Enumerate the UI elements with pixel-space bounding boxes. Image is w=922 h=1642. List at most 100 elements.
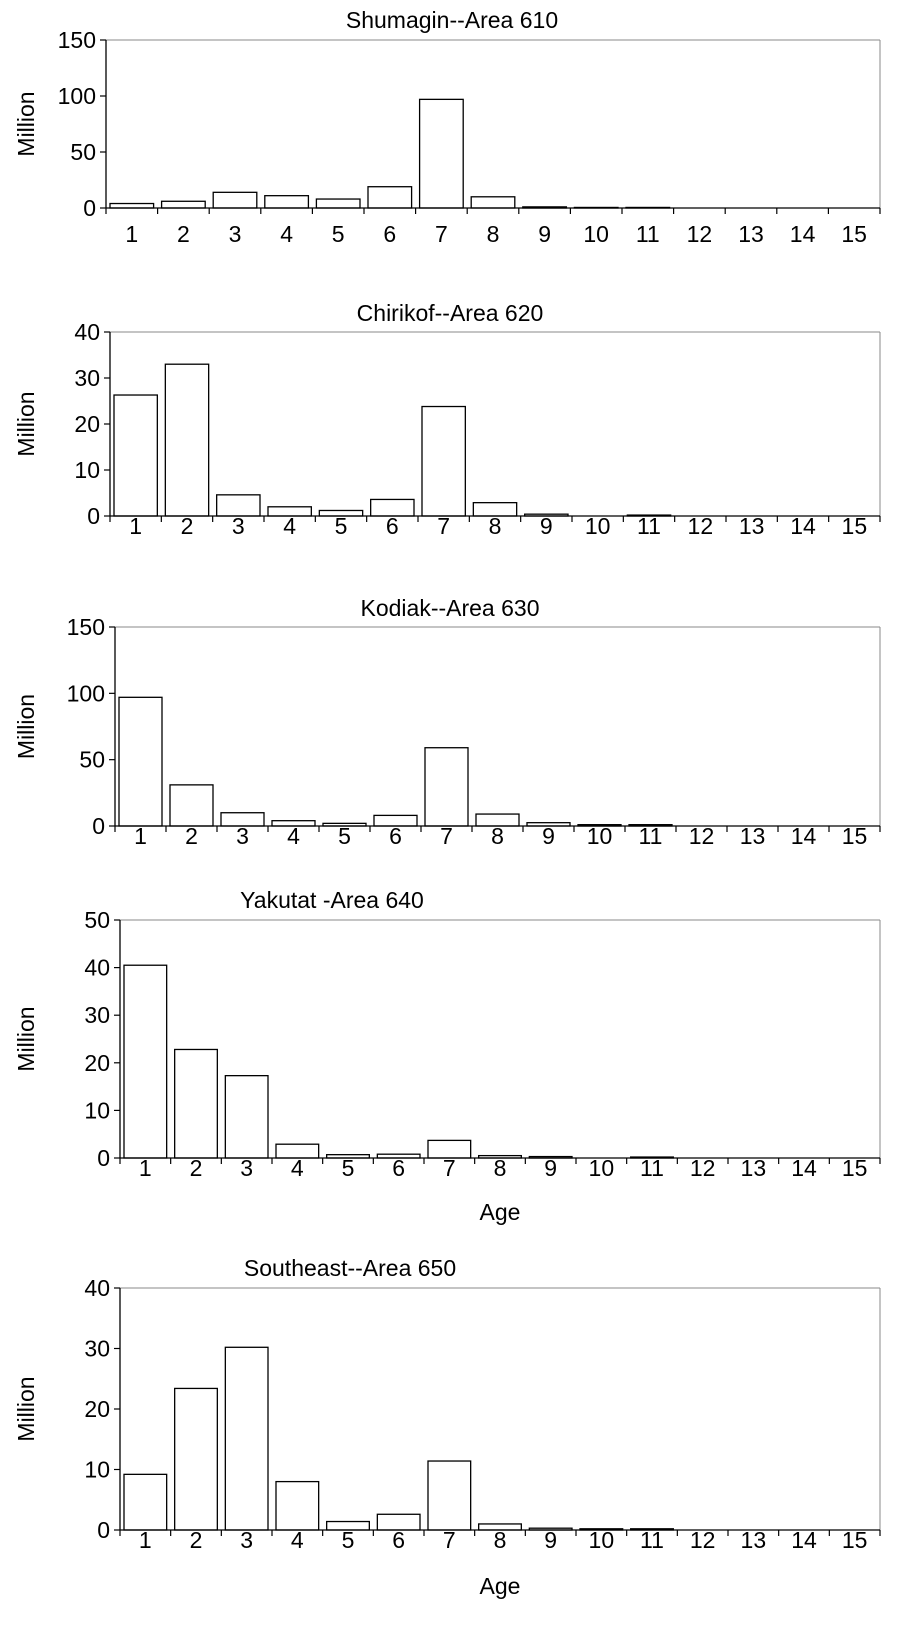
x-tick-label: 10 <box>583 221 609 247</box>
x-tick-label: 9 <box>538 221 551 247</box>
y-tick-label: 50 <box>79 747 105 773</box>
x-tick-label: 9 <box>544 1155 557 1181</box>
x-tick-label: 7 <box>437 513 450 539</box>
x-tick-label: 13 <box>741 1155 767 1181</box>
y-tick-label: 30 <box>84 1336 110 1362</box>
x-tick-label: 5 <box>342 1527 355 1553</box>
bar-7 <box>424 747 469 827</box>
bar-1 <box>123 1473 168 1531</box>
x-tick-label: 13 <box>741 1527 767 1553</box>
x-tick-label: 15 <box>842 1527 868 1553</box>
x-tick-label: 1 <box>139 1527 152 1553</box>
y-tick-label: 150 <box>58 27 96 53</box>
x-tick-label: 9 <box>544 1527 557 1553</box>
chart-title: Southeast--Area 650 <box>244 1255 456 1281</box>
y-tick-label: 20 <box>84 1396 110 1422</box>
x-tick-label: 10 <box>585 513 611 539</box>
x-tick-label: 8 <box>487 221 500 247</box>
x-tick-label: 12 <box>690 1155 716 1181</box>
x-tick-label: 3 <box>236 823 249 849</box>
x-tick-label: 8 <box>494 1155 507 1181</box>
x-tick-label: 10 <box>589 1155 615 1181</box>
x-tick-label: 14 <box>790 221 816 247</box>
x-tick-label: 5 <box>342 1155 355 1181</box>
x-tick-label: 15 <box>841 221 867 247</box>
bar-5 <box>315 198 361 209</box>
x-tick-label: 11 <box>639 823 663 849</box>
bar-4 <box>264 195 310 209</box>
x-tick-label: 15 <box>842 823 868 849</box>
x-tick-label: 14 <box>791 1155 817 1181</box>
x-tick-label: 2 <box>181 513 194 539</box>
x-axis-label: Age <box>480 1573 521 1599</box>
y-tick-label: 50 <box>70 139 96 165</box>
bar-2 <box>169 784 214 827</box>
x-tick-label: 12 <box>689 823 715 849</box>
x-tick-label: 13 <box>738 221 764 247</box>
y-tick-label: 10 <box>84 1457 110 1483</box>
y-tick-label: 0 <box>83 195 96 221</box>
x-tick-label: 5 <box>332 221 345 247</box>
bar-2 <box>164 363 210 517</box>
y-tick-label: 100 <box>58 83 96 109</box>
x-tick-label: 2 <box>177 221 190 247</box>
x-tick-label: 13 <box>739 513 765 539</box>
x-tick-label: 9 <box>540 513 553 539</box>
y-tick-label: 150 <box>67 614 105 640</box>
x-tick-label: 13 <box>740 823 766 849</box>
x-tick-label: 2 <box>185 823 198 849</box>
y-tick-label: 0 <box>97 1145 110 1171</box>
y-axis-label: Million <box>13 1006 39 1071</box>
x-tick-label: 6 <box>383 221 396 247</box>
bar-1 <box>109 202 155 209</box>
bar-3 <box>212 191 258 209</box>
x-tick-label: 15 <box>842 1155 868 1181</box>
x-tick-label: 12 <box>687 221 713 247</box>
y-tick-label: 0 <box>92 813 105 839</box>
x-tick-label: 10 <box>589 1527 615 1553</box>
x-tick-label: 6 <box>392 1155 405 1181</box>
y-axis-label: Million <box>13 91 39 156</box>
x-tick-label: 3 <box>240 1155 253 1181</box>
x-tick-label: 11 <box>637 513 661 539</box>
x-tick-label: 8 <box>494 1527 507 1553</box>
x-axis-label: Age <box>480 1199 521 1225</box>
bar-6 <box>367 186 413 209</box>
y-tick-label: 50 <box>84 907 110 933</box>
x-tick-label: 7 <box>443 1155 456 1181</box>
chart-title: Chirikof--Area 620 <box>357 300 544 326</box>
y-axis-label: Million <box>13 694 39 759</box>
chart-title: Yakutat -Area 640 <box>240 887 424 913</box>
x-tick-label: 4 <box>280 221 293 247</box>
y-tick-label: 10 <box>84 1097 110 1123</box>
x-tick-label: 9 <box>542 823 555 849</box>
y-tick-label: 0 <box>97 1517 110 1543</box>
x-tick-label: 6 <box>392 1527 405 1553</box>
chart-title: Shumagin--Area 610 <box>346 7 558 33</box>
x-tick-label: 3 <box>229 221 242 247</box>
x-tick-label: 2 <box>190 1527 203 1553</box>
x-tick-label: 1 <box>129 513 142 539</box>
bar-7 <box>421 405 466 517</box>
x-tick-label: 14 <box>791 1527 817 1553</box>
y-tick-label: 0 <box>87 503 100 529</box>
y-tick-label: 30 <box>84 1002 110 1028</box>
x-tick-label: 11 <box>636 221 660 247</box>
x-tick-label: 4 <box>283 513 296 539</box>
x-tick-label: 4 <box>287 823 300 849</box>
x-tick-label: 14 <box>790 513 816 539</box>
x-tick-label: 4 <box>291 1527 304 1553</box>
x-tick-label: 6 <box>386 513 399 539</box>
y-tick-label: 40 <box>84 1275 110 1301</box>
bar-2 <box>174 1048 218 1159</box>
y-tick-label: 30 <box>74 365 100 391</box>
x-tick-label: 4 <box>291 1155 304 1181</box>
bar-7 <box>427 1460 472 1531</box>
bar-7 <box>418 98 464 209</box>
y-axis-label: Million <box>13 391 39 456</box>
